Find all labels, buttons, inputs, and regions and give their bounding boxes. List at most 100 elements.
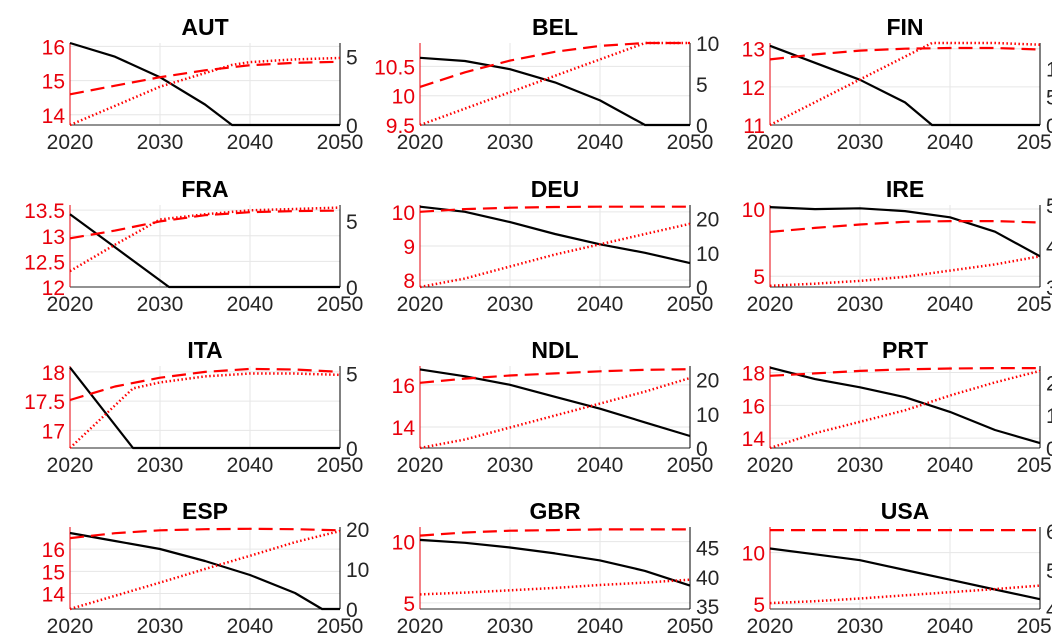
right-tick-label: 50 (1046, 195, 1052, 218)
x-tick-label: 2030 (487, 454, 534, 477)
x-tick-label: 2020 (397, 293, 444, 316)
x-tick-label: 2040 (927, 293, 974, 316)
right-tick-label: 30 (1046, 277, 1052, 300)
x-tick-label: 2020 (747, 293, 794, 316)
right-tick-label: 10 (696, 404, 719, 427)
right-tick-label: 20 (696, 209, 719, 232)
right-tick-label: 5 (346, 363, 358, 386)
panel-ndl: NDL 2020 2030 2040 2050 14 16 0 10 20 (392, 337, 720, 477)
series-line-dotted-ire (769, 255, 1041, 288)
x-tick-label: 2020 (47, 454, 94, 477)
x-tick-label: 2040 (227, 293, 274, 316)
x-tick-label: 2030 (487, 293, 534, 316)
x-tick-label: 2050 (667, 615, 714, 638)
left-tick-label: 15 (42, 561, 65, 584)
right-tick-label: 20 (346, 519, 369, 542)
series-line-dotted-gbr (419, 578, 691, 596)
x-tick-label: 2050 (1017, 615, 1052, 638)
left-tick-label: 10 (742, 199, 765, 222)
right-tick-label: 20 (1046, 372, 1052, 395)
right-tick-label: 0 (696, 277, 708, 300)
panel-fin: FIN 2020 2030 2040 2050 11 12 13 0 5 10 (742, 14, 1052, 154)
series-line-dashed-aut (69, 60, 341, 96)
x-tick-label: 2050 (317, 131, 364, 154)
panel-title: GBR (529, 498, 581, 524)
left-tick-label: 10 (392, 532, 415, 555)
left-tick-label: 10.5 (374, 56, 415, 79)
x-tick-label: 2030 (837, 615, 884, 638)
right-tick-label: 20 (696, 370, 719, 393)
series-line-dashed-fin (769, 46, 1041, 61)
series-line-solid-ire (769, 206, 1041, 258)
series-line-solid-ita (69, 366, 340, 450)
panel-deu: DEU 2020 2030 2040 2050 8 9 10 0 10 20 (392, 176, 720, 316)
panel-ita: ITA 2020 2030 2040 2050 17 17.5 18 0 5 (24, 337, 363, 477)
x-tick-label: 2030 (837, 293, 884, 316)
panel-aut: AUT 2020 2030 2040 2050 14 15 16 0 5 (42, 14, 364, 154)
panel-title: PRT (882, 337, 928, 363)
panel-title: ITA (187, 337, 222, 363)
x-tick-label: 2020 (47, 615, 94, 638)
series-line-dotted-fra (69, 206, 341, 273)
left-tick-label: 18 (742, 363, 765, 386)
right-tick-label: 0 (696, 438, 708, 461)
panel-title: ESP (182, 498, 228, 524)
left-tick-label: 12 (42, 277, 65, 300)
series-line-solid-ndl (419, 368, 691, 438)
x-tick-label: 2050 (1017, 454, 1052, 477)
x-tick-label: 2020 (397, 615, 444, 638)
series-line-solid-bel (419, 56, 690, 127)
right-tick-label: 10 (1046, 58, 1052, 81)
right-tick-label: 0 (1046, 115, 1052, 138)
left-tick-label: 16 (742, 395, 765, 418)
x-tick-label: 2020 (397, 131, 444, 154)
x-tick-label: 2020 (747, 454, 794, 477)
left-tick-label: 16 (42, 539, 65, 562)
x-tick-label: 2040 (577, 131, 624, 154)
series-line-dotted-bel (419, 41, 690, 127)
x-tick-label: 2050 (317, 454, 364, 477)
series-line-solid-usa (769, 547, 1041, 601)
series-line-dotted-ita (69, 372, 341, 449)
left-tick-label: 16 (42, 36, 65, 59)
left-tick-label: 13 (42, 226, 65, 249)
left-tick-label: 17.5 (24, 391, 65, 414)
left-tick-label: 12.5 (24, 251, 65, 274)
right-tick-label: 0 (1046, 438, 1052, 461)
x-tick-label: 2030 (487, 131, 534, 154)
series-line-solid-fin (769, 44, 1040, 127)
right-tick-label: 5 (346, 211, 358, 234)
right-tick-label: 5 (1046, 87, 1052, 110)
panel-title: IRE (886, 176, 924, 202)
left-tick-label: 12 (742, 77, 765, 100)
series-line-dotted-usa (769, 584, 1041, 605)
left-tick-label: 10 (392, 202, 415, 225)
left-tick-label: 13 (742, 39, 765, 62)
right-tick-label: 10 (1046, 405, 1052, 428)
series-line-dashed-ndl (419, 368, 691, 384)
left-tick-label: 5 (753, 594, 765, 617)
x-tick-label: 2040 (577, 454, 624, 477)
panel-fra: FRA 2020 2030 2040 2050 12 12.513 13.5 0 5 (24, 176, 363, 316)
right-tick-label: 5 (346, 47, 358, 70)
panel-bel: BEL 2020 2030 2040 2050 9.5 10 10.5 0 5 10 (374, 14, 719, 154)
panel-usa: USA 2020 2030 2040 2050 5 10 40 50 60 (742, 498, 1052, 638)
series-line-dashed-bel (419, 41, 690, 88)
x-tick-label: 2030 (487, 615, 534, 638)
series-line-dashed-ita (69, 367, 341, 402)
x-tick-label: 2050 (1017, 293, 1052, 316)
left-tick-label: 10 (392, 86, 415, 109)
x-tick-label: 2040 (227, 454, 274, 477)
series-line-dashed-esp (69, 527, 341, 540)
series-line-dotted-prt (769, 369, 1041, 450)
panel-title: FIN (886, 14, 923, 40)
left-tick-label: 18 (42, 362, 65, 385)
panel-gbr: GBR 2020 2030 2040 2050 5 10 35 40 45 (392, 498, 720, 638)
x-tick-label: 2050 (667, 454, 714, 477)
left-tick-label: 17 (42, 420, 65, 443)
panel-ire: IRE 2020 2030 2040 2050 5 10 30 40 50 (742, 176, 1052, 316)
x-tick-label: 2030 (837, 131, 884, 154)
right-tick-label: 60 (1046, 521, 1052, 544)
x-tick-label: 2040 (227, 131, 274, 154)
